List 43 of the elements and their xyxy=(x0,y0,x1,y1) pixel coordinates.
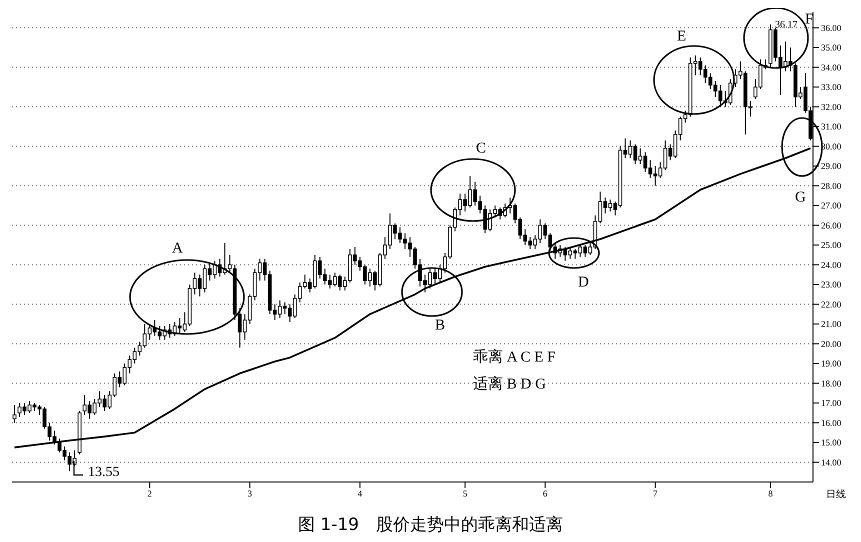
y-tick-label: 31.00 xyxy=(821,122,842,132)
x-tick-label: 6 xyxy=(542,488,548,498)
x-tick-label: 4 xyxy=(358,488,363,498)
y-tick-label: 30.00 xyxy=(821,141,842,152)
y-tick-label: 21.00 xyxy=(821,319,842,330)
y-tick-label: 32.00 xyxy=(821,102,842,112)
y-tick-label: 20.00 xyxy=(821,338,842,349)
y-tick-label: 16.00 xyxy=(821,418,842,428)
y-tick-label: 15.00 xyxy=(821,438,842,448)
y-tick-label: 18.00 xyxy=(821,378,842,388)
y-tick-label: 33.00 xyxy=(821,82,842,92)
annotation: 适离 B D G xyxy=(473,375,546,392)
annotation: A xyxy=(172,240,183,256)
annotation: D xyxy=(578,274,589,290)
x-tick-label: 2 xyxy=(147,488,152,498)
y-tick-label: 24.00 xyxy=(821,260,842,270)
y-tick-label: 29.00 xyxy=(821,161,842,172)
y-tick-label: 23.00 xyxy=(821,280,842,290)
x-tick-label: 8 xyxy=(768,488,774,498)
annotation: 13.55 xyxy=(88,465,120,480)
y-tick-label: 27.00 xyxy=(821,200,842,211)
annotation: B xyxy=(435,317,446,334)
annotation: 36.17 xyxy=(775,19,798,30)
annotation: C xyxy=(476,140,486,156)
y-tick-label: 22.00 xyxy=(821,299,842,310)
y-tick-label: 14.00 xyxy=(821,457,842,468)
y-tick-label: 25.00 xyxy=(821,240,842,250)
annotation: 乖离 A C E F xyxy=(473,348,556,366)
annotation: F xyxy=(805,11,814,28)
y-tick-label: 17.00 xyxy=(821,398,842,408)
x-tick-label: 3 xyxy=(248,488,253,498)
text: 图 1-19 股价走势中的乖离和适离 xyxy=(297,514,564,536)
y-tick-label: 34.00 xyxy=(821,62,842,72)
annotation: E xyxy=(677,28,686,44)
y-tick-label: 28.00 xyxy=(821,180,842,191)
y-tick-label: 26.00 xyxy=(821,220,842,230)
x-tick-label: 5 xyxy=(462,488,468,498)
candlestick xyxy=(12,404,16,424)
y-tick-label: 36.00 xyxy=(821,22,842,33)
y-tick-label: 35.00 xyxy=(821,42,842,53)
x-tick-label: 7 xyxy=(653,488,658,498)
annotation: G xyxy=(795,189,806,206)
y-tick-label: 19.00 xyxy=(821,358,842,369)
